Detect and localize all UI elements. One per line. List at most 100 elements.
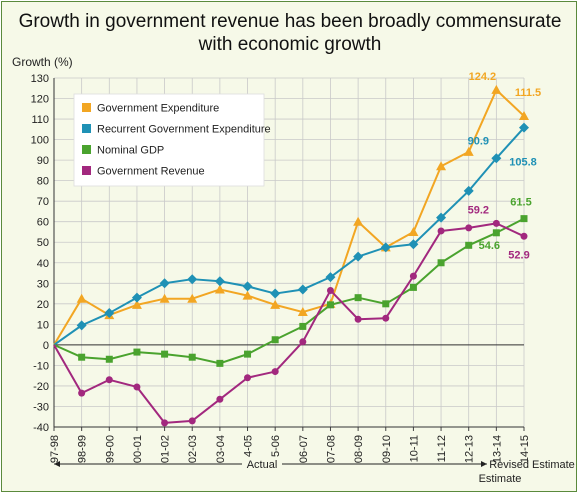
- y-tick-label: -10: [33, 360, 49, 372]
- y-tick-label: 110: [31, 114, 49, 126]
- actual-period-indicator: Actual: [54, 457, 487, 471]
- data-point-3-1: [78, 389, 86, 397]
- data-point-1-17: [519, 122, 529, 133]
- data-point-2-13: [409, 283, 417, 291]
- legend-swatch-0: [82, 103, 91, 112]
- x-tick-label: 12-13: [464, 435, 476, 463]
- data-point-2-3: [133, 348, 141, 356]
- data-label: 105.8: [509, 157, 537, 169]
- series-line-1: [53, 127, 525, 346]
- data-point-3-2: [105, 376, 113, 384]
- x-tick-label: 10-11: [408, 435, 420, 462]
- x-tick-label: 00-01: [132, 435, 144, 463]
- x-tick-label: 08-09: [353, 435, 365, 463]
- data-label: 52.9: [508, 249, 529, 261]
- data-point-2-17: [520, 215, 528, 223]
- x-tick-label: 99-00: [104, 435, 116, 463]
- axes: 1301201101009080706050403020100-10-20-30…: [31, 73, 531, 463]
- data-point-2-16: [492, 229, 500, 237]
- data-point-1-10: [325, 272, 336, 283]
- estimate-label: Estimate: [479, 473, 522, 485]
- data-point-3-10: [326, 286, 334, 294]
- data-point-2-12: [382, 300, 390, 308]
- data-point-3-8: [271, 368, 279, 376]
- data-label: 111.5: [515, 87, 541, 99]
- series-line-0: [53, 88, 525, 346]
- legend-swatch-2: [82, 145, 91, 154]
- data-point-3-15: [465, 224, 473, 232]
- x-tick-label: 07-08: [325, 435, 337, 463]
- data-point-0-4: [159, 293, 170, 303]
- legend-swatch-3: [82, 166, 91, 175]
- y-tick-label: 70: [37, 196, 49, 208]
- legend: Government Expenditure Recurrent Governme…: [73, 93, 271, 187]
- x-tick-label: 13-14: [491, 435, 503, 463]
- data-point-2-8: [271, 336, 279, 344]
- series-line-2: [53, 217, 525, 365]
- data-point-3-14: [437, 227, 445, 235]
- series-group: [53, 84, 529, 427]
- data-point-1-11: [353, 251, 364, 262]
- data-point-3-11: [354, 315, 362, 323]
- legend-swatch-1: [82, 124, 91, 133]
- data-label: 61.5: [510, 197, 531, 209]
- data-point-0-7: [242, 290, 253, 300]
- data-point-0-16: [491, 84, 502, 94]
- data-point-0-14: [436, 161, 447, 171]
- legend-label-0: Government Expenditure: [97, 103, 219, 115]
- data-label: 54.6: [479, 240, 500, 252]
- data-label: 90.9: [468, 135, 489, 147]
- data-label: 124.2: [469, 71, 497, 83]
- data-point-2-5: [188, 353, 196, 361]
- x-tick-label: 01-02: [160, 435, 172, 463]
- y-tick-label: 90: [37, 155, 49, 167]
- y-tick-label: -30: [33, 401, 49, 413]
- series-line-3: [53, 222, 525, 424]
- data-point-0-17: [519, 110, 529, 120]
- x-tick-label: 03-04: [215, 435, 227, 463]
- data-point-3-7: [244, 374, 252, 382]
- data-point-2-6: [216, 359, 224, 367]
- legend-label-3: Government Revenue: [97, 166, 205, 178]
- data-point-2-9: [299, 322, 307, 330]
- x-tick-label: 11-12: [436, 435, 448, 462]
- y-axis-title: Growth (%): [12, 55, 73, 69]
- data-point-2-15: [465, 241, 473, 249]
- data-point-3-3: [133, 383, 141, 391]
- y-tick-label: 120: [31, 94, 49, 106]
- data-point-1-6: [214, 276, 225, 287]
- x-tick-label: 98-99: [77, 435, 89, 463]
- y-tick-label: 100: [31, 135, 49, 147]
- x-tick-label: 04-05: [243, 435, 255, 463]
- y-tick-label: 80: [37, 176, 49, 188]
- x-tick-label: 09-10: [381, 435, 393, 463]
- chart-title-line-2: with economic growth: [198, 34, 382, 55]
- data-point-2-7: [244, 350, 252, 358]
- x-tick-label: 05-06: [270, 435, 282, 463]
- data-point-1-14: [436, 212, 447, 223]
- data-point-0-13: [408, 226, 419, 236]
- y-tick-label: 40: [37, 258, 49, 270]
- legend-box: [73, 93, 265, 187]
- data-point-3-5: [188, 417, 196, 425]
- data-label: 59.2: [468, 204, 489, 216]
- x-tick-label: 06-07: [298, 435, 310, 463]
- y-tick-label: -40: [33, 422, 49, 434]
- data-point-3-4: [161, 419, 169, 427]
- data-point-2-2: [105, 355, 113, 363]
- data-point-1-1: [76, 320, 87, 331]
- y-tick-label: 10: [37, 319, 49, 331]
- y-tick-label: 60: [37, 217, 49, 229]
- y-tick-label: 50: [37, 237, 49, 249]
- actual-right-arrow: [481, 461, 487, 467]
- data-point-2-11: [354, 294, 362, 302]
- data-point-1-13: [408, 239, 419, 250]
- data-point-0-5: [187, 293, 198, 303]
- data-point-2-14: [437, 259, 445, 267]
- data-point-1-12: [380, 242, 391, 253]
- data-point-1-4: [159, 278, 170, 289]
- actual-left-arrow: [54, 461, 60, 467]
- data-point-1-5: [187, 274, 198, 285]
- data-point-0-15: [463, 146, 474, 156]
